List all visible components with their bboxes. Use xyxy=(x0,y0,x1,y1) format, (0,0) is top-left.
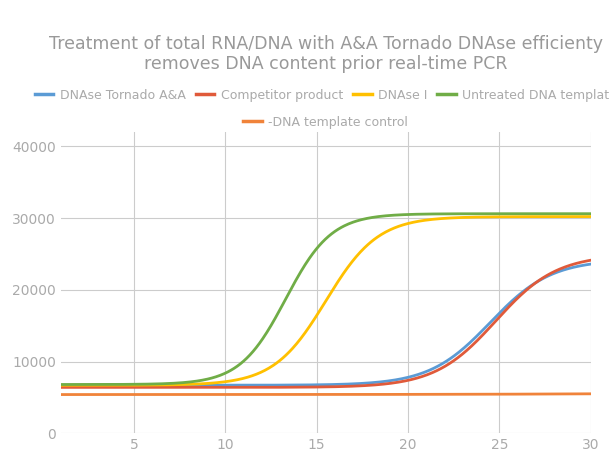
Competitor product xyxy=(491,319,499,325)
DNAse I xyxy=(574,214,582,219)
DNAse Tornado A&A xyxy=(312,382,319,388)
DNAse Tornado A&A xyxy=(587,261,594,267)
-DNA template control xyxy=(587,391,594,397)
DNAse I xyxy=(373,235,380,241)
Untreated DNA template xyxy=(373,214,380,219)
Untreated DNA template xyxy=(344,221,351,227)
Line: DNAse Tornado A&A: DNAse Tornado A&A xyxy=(61,264,591,385)
-DNA template control xyxy=(373,391,380,397)
DNAse I xyxy=(312,314,319,320)
Line: -DNA template control: -DNA template control xyxy=(61,394,591,395)
Untreated DNA template xyxy=(57,382,65,387)
DNAse Tornado A&A xyxy=(491,315,499,320)
Line: Competitor product: Competitor product xyxy=(61,260,591,387)
-DNA template control xyxy=(344,391,351,397)
DNAse Tornado A&A xyxy=(574,263,582,269)
DNAse I xyxy=(587,214,594,219)
-DNA template control xyxy=(57,392,65,398)
Competitor product xyxy=(373,382,380,388)
-DNA template control xyxy=(312,392,319,398)
DNAse I xyxy=(309,319,316,325)
Line: Untreated DNA template: Untreated DNA template xyxy=(61,214,591,384)
Untreated DNA template xyxy=(587,211,594,217)
Competitor product xyxy=(312,384,319,390)
-DNA template control xyxy=(574,391,582,397)
Line: DNAse I: DNAse I xyxy=(61,217,591,385)
Competitor product xyxy=(587,257,594,263)
Untreated DNA template xyxy=(491,211,499,217)
DNAse Tornado A&A xyxy=(309,382,316,388)
Untreated DNA template xyxy=(309,251,316,257)
Title: Treatment of total RNA/DNA with A&A Tornado DNAse efficienty
removes DNA content: Treatment of total RNA/DNA with A&A Torn… xyxy=(49,34,603,73)
DNAse Tornado A&A xyxy=(373,380,380,385)
-DNA template control xyxy=(309,392,316,398)
DNAse Tornado A&A xyxy=(344,381,351,387)
Legend: -DNA template control: -DNA template control xyxy=(238,111,414,134)
DNAse I xyxy=(491,214,499,219)
Untreated DNA template xyxy=(312,247,319,252)
Competitor product xyxy=(574,260,582,266)
DNAse I xyxy=(344,265,351,270)
DNAse Tornado A&A xyxy=(57,382,65,388)
Untreated DNA template xyxy=(574,211,582,217)
-DNA template control xyxy=(491,391,499,397)
Competitor product xyxy=(309,384,316,390)
Competitor product xyxy=(57,384,65,390)
DNAse I xyxy=(57,382,65,388)
Competitor product xyxy=(344,383,351,389)
